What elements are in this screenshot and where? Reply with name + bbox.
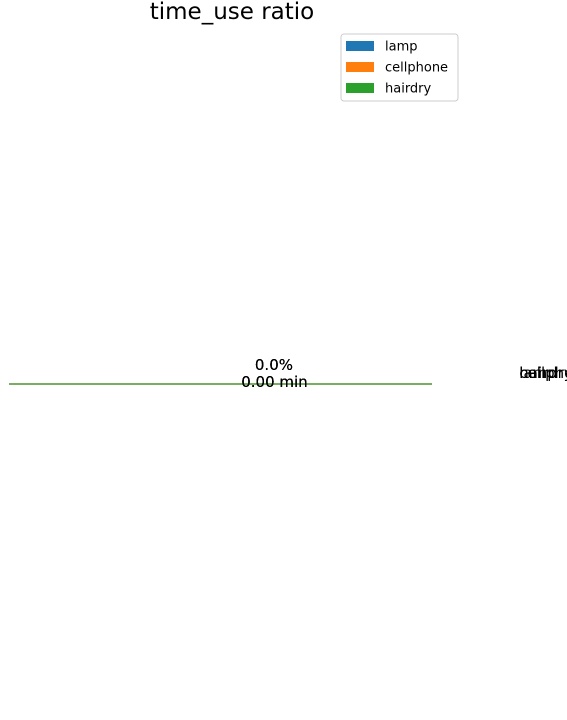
percent-label-hairdry: 0.0%: [255, 356, 293, 374]
legend-swatch-lamp: [346, 41, 374, 51]
legend: lamp cellphone hairdry: [340, 33, 459, 102]
slice-label-hairdry: hairdry: [519, 364, 567, 382]
legend-label-hairdry: hairdry: [385, 82, 432, 97]
legend-swatch-hairdry: [346, 83, 374, 93]
value-label-lamp: 0.00 min: [241, 373, 307, 391]
slice-label-cellphone: cellphone: [519, 364, 567, 382]
chart-title: time_use ratio: [150, 0, 315, 25]
legend-label-cellphone: cellphone: [385, 61, 448, 76]
percent-label-cellphone: 0.0%: [255, 356, 293, 374]
legend-swatch-cellphone: [346, 62, 374, 72]
slice-label-lamp: lamp: [519, 364, 557, 382]
legend-entries: lamp cellphone hairdry: [346, 40, 448, 97]
percent-label-lamp: 0.0%: [255, 356, 293, 374]
value-label-hairdry: 0.00 min: [241, 373, 307, 391]
legend-label-lamp: lamp: [385, 40, 418, 55]
value-label-cellphone: 0.00 min: [241, 373, 307, 391]
